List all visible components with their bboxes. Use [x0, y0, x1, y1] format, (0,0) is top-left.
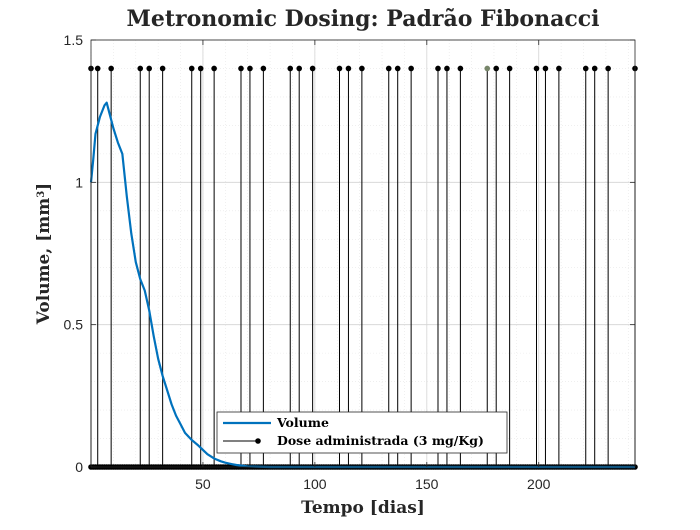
y-tick-label: 1 [75, 174, 83, 190]
dose-marker [108, 65, 114, 72]
tick-layer: 50 100 150 200 0 0.5 1 1.5 [64, 32, 635, 492]
dose-marker [444, 65, 450, 72]
dose-marker [94, 65, 101, 72]
dose-marker [484, 65, 491, 72]
dose-marker [359, 65, 365, 72]
dose-marker [542, 65, 549, 72]
y-tick-label: 0.5 [64, 317, 84, 333]
dose-marker [238, 65, 244, 72]
legend: Volume Dose administrada (3 mg/Kg) [216, 411, 508, 454]
grid [90, 39, 635, 468]
dose-marker [336, 65, 343, 72]
dose-marker [582, 65, 589, 72]
dose-marker [591, 65, 598, 72]
dose-marker [533, 65, 540, 72]
dose-marker [287, 65, 294, 72]
x-axis-label: Tempo [dias] [301, 498, 425, 518]
dose-marker [408, 65, 414, 72]
dose-marker [435, 65, 441, 72]
y-axis-label: Volume, [mm3] [34, 183, 54, 325]
dose-marker [556, 65, 562, 72]
y-tick-label: 1.5 [64, 32, 84, 48]
dose-marker [146, 65, 153, 72]
legend-dose-label: Dose administrada (3 mg/Kg) [277, 433, 484, 448]
dose-marker [493, 65, 500, 72]
dose-marker [159, 65, 166, 72]
x-tick-label: 200 [527, 476, 551, 492]
plot-area [91, 40, 635, 467]
legend-dose-marker [255, 438, 261, 444]
x-tick-label: 150 [415, 476, 439, 492]
legend-volume-label: Volume [276, 415, 329, 430]
dose-marker [211, 65, 217, 72]
x-tick-label: 100 [303, 476, 327, 492]
dose-marker [137, 65, 144, 72]
y-axis-label-main: Volume, [mm [34, 198, 54, 325]
dose-marker [296, 65, 302, 72]
dose-marker [247, 65, 253, 72]
dose-marker [506, 65, 513, 72]
zero-dose-markers [88, 464, 638, 470]
dose-marker [345, 65, 352, 72]
legend-box [216, 411, 508, 454]
y-axis-label-superscript: 3 [36, 191, 47, 198]
x-tick-label: 50 [195, 476, 211, 492]
volume-line [89, 101, 635, 469]
y-tick-label: 0 [75, 459, 83, 475]
plot-frame [90, 39, 636, 468]
y-axis-label-close: ] [34, 183, 54, 191]
dose-marker [309, 65, 316, 72]
dose-marker [394, 65, 401, 72]
dose-marker [605, 65, 611, 72]
dose-marker [457, 65, 464, 72]
dose-marker [260, 65, 267, 72]
series-layer [88, 65, 638, 470]
dose-marker [197, 65, 204, 72]
chart-title: Metronomic Dosing: Padrão Fibonacci [127, 6, 600, 32]
dose-marker [188, 65, 195, 72]
dose-marker [385, 65, 392, 72]
